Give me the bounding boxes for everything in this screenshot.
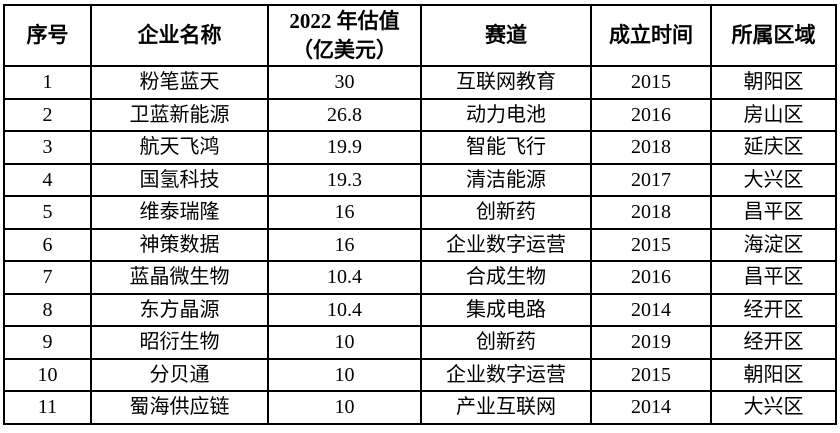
- table-row: 9 昭衍生物 10 创新药 2019 经开区: [3, 325, 837, 360]
- cell-region: 大兴区: [710, 162, 837, 197]
- cell-founded: 2019: [590, 325, 712, 360]
- cell-region: 昌平区: [710, 260, 837, 295]
- header-cell-valuation: 2022 年估值 （亿美元）: [267, 4, 422, 67]
- cell-founded: 2014: [590, 292, 712, 327]
- table-row: 10 分贝通 10 企业数字运营 2015 朝阳区: [3, 357, 837, 392]
- header-cell-region: 所属区域: [710, 4, 837, 67]
- cell-company: 昭衍生物: [90, 325, 269, 360]
- cell-company: 分贝通: [90, 357, 269, 392]
- cell-index: 11: [3, 390, 92, 425]
- cell-company: 卫蓝新能源: [90, 97, 269, 132]
- table-row: 6 神策数据 16 企业数字运营 2015 海淀区: [3, 227, 837, 262]
- cell-founded: 2016: [590, 97, 712, 132]
- cell-company: 蜀海供应链: [90, 390, 269, 425]
- cell-index: 3: [3, 130, 92, 165]
- cell-valuation: 10.4: [267, 260, 422, 295]
- cell-region: 海淀区: [710, 227, 837, 262]
- cell-founded: 2015: [590, 227, 712, 262]
- cell-track: 智能飞行: [420, 130, 592, 165]
- header-cell-founded: 成立时间: [590, 4, 712, 67]
- cell-region: 房山区: [710, 97, 837, 132]
- table-row: 1 粉笔蓝天 30 互联网教育 2015 朝阳区: [3, 65, 837, 100]
- cell-valuation: 10: [267, 357, 422, 392]
- table-row: 8 东方晶源 10.4 集成电路 2014 经开区: [3, 292, 837, 327]
- cell-track: 集成电路: [420, 292, 592, 327]
- cell-founded: 2017: [590, 162, 712, 197]
- cell-company: 维泰瑞隆: [90, 195, 269, 230]
- cell-founded: 2016: [590, 260, 712, 295]
- cell-company: 神策数据: [90, 227, 269, 262]
- cell-founded: 2015: [590, 357, 712, 392]
- cell-track: 创新药: [420, 195, 592, 230]
- table-row: 5 维泰瑞隆 16 创新药 2018 昌平区: [3, 195, 837, 230]
- cell-track: 创新药: [420, 325, 592, 360]
- cell-index: 10: [3, 357, 92, 392]
- cell-index: 7: [3, 260, 92, 295]
- cell-founded: 2018: [590, 195, 712, 230]
- header-cell-track: 赛道: [420, 4, 592, 67]
- cell-index: 2: [3, 97, 92, 132]
- cell-valuation: 26.8: [267, 97, 422, 132]
- cell-index: 8: [3, 292, 92, 327]
- table-row: 4 国氢科技 19.3 清洁能源 2017 大兴区: [3, 162, 837, 197]
- cell-valuation: 19.3: [267, 162, 422, 197]
- cell-valuation: 10.4: [267, 292, 422, 327]
- cell-track: 合成生物: [420, 260, 592, 295]
- table-row: 11 蜀海供应链 10 产业互联网 2014 大兴区: [3, 390, 837, 425]
- cell-index: 4: [3, 162, 92, 197]
- cell-company: 东方晶源: [90, 292, 269, 327]
- cell-company: 粉笔蓝天: [90, 65, 269, 100]
- cell-region: 经开区: [710, 325, 837, 360]
- cell-company: 国氢科技: [90, 162, 269, 197]
- cell-founded: 2015: [590, 65, 712, 100]
- cell-valuation: 10: [267, 325, 422, 360]
- cell-track: 企业数字运营: [420, 357, 592, 392]
- cell-track: 动力电池: [420, 97, 592, 132]
- cell-valuation: 16: [267, 227, 422, 262]
- cell-region: 朝阳区: [710, 65, 837, 100]
- cell-index: 9: [3, 325, 92, 360]
- cell-track: 企业数字运营: [420, 227, 592, 262]
- cell-valuation: 30: [267, 65, 422, 100]
- cell-region: 延庆区: [710, 130, 837, 165]
- companies-table: 序号 企业名称 2022 年估值 （亿美元） 赛道 成立时间 所属区域 1 粉笔…: [3, 4, 837, 425]
- header-cell-company: 企业名称: [90, 4, 269, 67]
- cell-company: 航天飞鸿: [90, 130, 269, 165]
- cell-index: 6: [3, 227, 92, 262]
- cell-track: 清洁能源: [420, 162, 592, 197]
- cell-region: 大兴区: [710, 390, 837, 425]
- cell-track: 产业互联网: [420, 390, 592, 425]
- cell-index: 1: [3, 65, 92, 100]
- cell-company: 蓝晶微生物: [90, 260, 269, 295]
- table-row: 7 蓝晶微生物 10.4 合成生物 2016 昌平区: [3, 260, 837, 295]
- table-row: 2 卫蓝新能源 26.8 动力电池 2016 房山区: [3, 97, 837, 132]
- cell-valuation: 16: [267, 195, 422, 230]
- cell-founded: 2018: [590, 130, 712, 165]
- cell-region: 昌平区: [710, 195, 837, 230]
- cell-region: 朝阳区: [710, 357, 837, 392]
- cell-valuation: 19.9: [267, 130, 422, 165]
- cell-region: 经开区: [710, 292, 837, 327]
- table-row: 3 航天飞鸿 19.9 智能飞行 2018 延庆区: [3, 130, 837, 165]
- header-row: 序号 企业名称 2022 年估值 （亿美元） 赛道 成立时间 所属区域: [3, 4, 837, 67]
- cell-founded: 2014: [590, 390, 712, 425]
- cell-index: 5: [3, 195, 92, 230]
- cell-track: 互联网教育: [420, 65, 592, 100]
- cell-valuation: 10: [267, 390, 422, 425]
- header-cell-index: 序号: [3, 4, 92, 67]
